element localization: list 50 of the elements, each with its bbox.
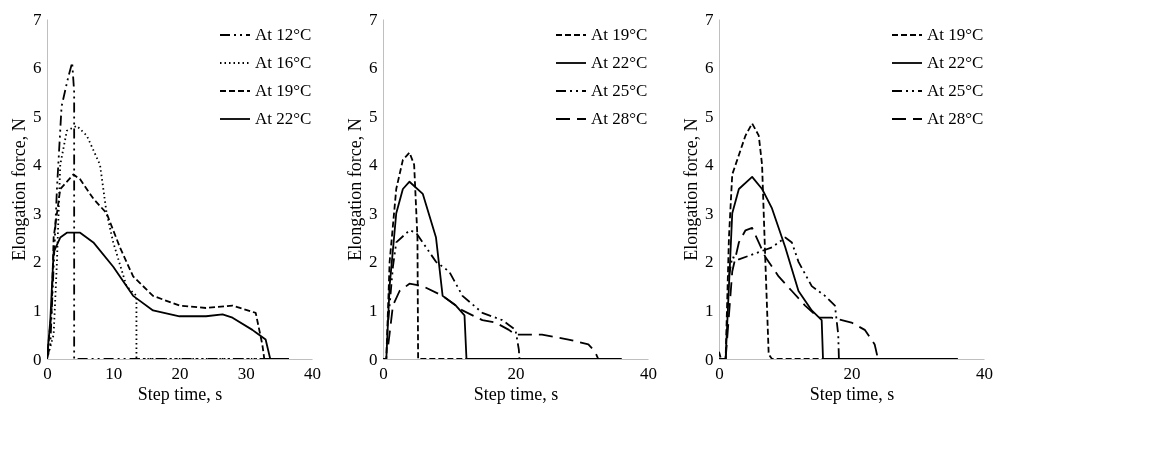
y-tick-label: 0 [33, 349, 42, 369]
y-tick-label: 0 [705, 349, 714, 369]
y-tick-label: 5 [33, 106, 42, 126]
legend-label: At 22°C [591, 53, 648, 72]
y-axis-title: Elongation force, N [345, 118, 365, 261]
legend-label: At 25°C [927, 81, 984, 100]
legend-label: At 22°C [255, 109, 312, 128]
x-tick-label: 20 [843, 363, 861, 383]
legend-label: At 19°C [591, 25, 648, 44]
x-axis-title: Step time, s [473, 383, 559, 404]
y-tick-label: 4 [369, 155, 378, 175]
y-tick-label: 5 [705, 106, 714, 126]
y-tick-label: 1 [369, 300, 378, 320]
y-tick-label: 7 [33, 9, 42, 29]
y-tick-label: 7 [705, 9, 714, 29]
x-tick-label: 20 [171, 363, 189, 383]
legend-label: At 22°C [927, 53, 984, 72]
legend-label: At 28°C [927, 109, 984, 128]
legend-label: At 19°C [927, 25, 984, 44]
legend-label: At 16°C [255, 53, 312, 72]
legend-label: At 19°C [255, 81, 312, 100]
y-tick-label: 7 [369, 9, 378, 29]
y-tick-label: 6 [705, 58, 714, 78]
y-tick-label: 2 [705, 252, 714, 272]
x-tick-label: 40 [304, 363, 321, 383]
y-tick-label: 6 [33, 58, 42, 78]
y-tick-label: 4 [33, 155, 42, 175]
x-tick-label: 40 [640, 363, 657, 383]
y-tick-label: 5 [369, 106, 378, 126]
y-axis-title: Elongation force, N [9, 118, 29, 261]
legend-label: At 12°C [255, 25, 312, 44]
y-tick-label: 2 [33, 252, 42, 272]
y-tick-label: 1 [705, 300, 714, 320]
legend-label: At 25°C [591, 81, 648, 100]
y-tick-label: 1 [33, 300, 42, 320]
y-tick-label: 6 [369, 58, 378, 78]
x-axis-title: Step time, s [809, 383, 895, 404]
x-tick-label: 20 [507, 363, 525, 383]
y-axis-title: Elongation force, N [681, 118, 701, 261]
y-tick-label: 2 [369, 252, 378, 272]
y-tick-label: 3 [705, 203, 714, 223]
y-tick-label: 3 [33, 203, 42, 223]
legend-label: At 28°C [591, 109, 648, 128]
x-tick-label: 10 [105, 363, 123, 383]
x-tick-label: 40 [976, 363, 993, 383]
y-tick-label: 3 [369, 203, 378, 223]
y-tick-label: 0 [369, 349, 378, 369]
x-tick-label: 30 [237, 363, 255, 383]
x-axis-title: Step time, s [137, 383, 223, 404]
y-tick-label: 4 [705, 155, 714, 175]
